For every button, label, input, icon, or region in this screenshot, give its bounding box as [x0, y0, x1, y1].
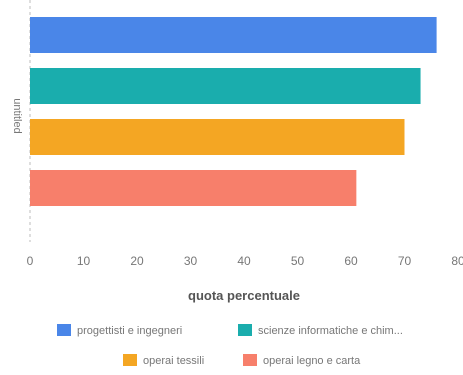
x-tick-label: 60 — [344, 254, 358, 268]
legend-label-4[interactable]: operai legno e carta — [263, 355, 361, 367]
bar-1[interactable] — [30, 17, 437, 53]
legend-label-3[interactable]: operai tessili — [143, 355, 204, 367]
x-tick-label: 70 — [398, 254, 412, 268]
x-tick-label: 30 — [184, 254, 198, 268]
bar-4[interactable] — [30, 170, 357, 206]
legend-label-2[interactable]: scienze informatiche e chim... — [258, 325, 403, 337]
x-ticks: 0 10 20 30 40 50 60 70 80 — [27, 254, 463, 268]
x-tick-label: 0 — [27, 254, 34, 268]
legend-swatch-2[interactable] — [238, 324, 252, 336]
legend: progettisti e ingegneri scienze informati… — [57, 324, 403, 367]
bars-layer — [30, 17, 437, 206]
category-label: untitled — [11, 98, 23, 133]
bar-3[interactable] — [30, 119, 405, 155]
x-tick-label: 40 — [237, 254, 251, 268]
legend-label-1[interactable]: progettisti e ingegneri — [77, 325, 182, 337]
legend-swatch-1[interactable] — [57, 324, 71, 336]
x-tick-label: 50 — [291, 254, 305, 268]
legend-swatch-3[interactable] — [123, 354, 137, 366]
x-tick-label: 80 — [451, 254, 463, 268]
bar-2[interactable] — [30, 68, 421, 104]
x-tick-label: 20 — [130, 254, 144, 268]
legend-swatch-4[interactable] — [243, 354, 257, 366]
x-axis-title: quota percentuale — [188, 288, 300, 303]
x-tick-label: 10 — [77, 254, 91, 268]
